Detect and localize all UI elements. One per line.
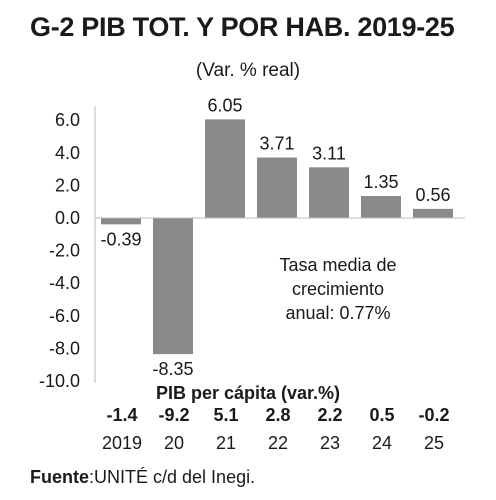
year-label: 22 — [267, 433, 289, 453]
per-capita-value: 2.2 — [317, 405, 343, 425]
y-tick-label: 6.0 — [55, 110, 80, 130]
per-capita-value: 0.5 — [369, 405, 395, 425]
data-label: 3.11 — [312, 143, 346, 163]
source-note: Fuente:UNITÉ c/d del Inegi. — [30, 467, 255, 488]
per-capita-value: -1.4 — [106, 405, 138, 425]
data-label: -8.35 — [152, 359, 193, 379]
bar-22 — [257, 157, 297, 218]
note-line-3: anual: 0.77% — [285, 303, 391, 323]
per-capita-title: PIB per cápita (var.%) — [155, 383, 341, 403]
data-label: 1.35 — [363, 172, 398, 192]
bar-24 — [361, 195, 401, 218]
bar-20 — [153, 218, 193, 355]
source-text: :UNITÉ c/d del Inegi. — [89, 467, 256, 487]
source-label: Fuente — [30, 467, 90, 487]
bar-21 — [205, 119, 245, 218]
data-label: -0.39 — [100, 229, 141, 249]
bar-23 — [309, 167, 349, 218]
note-line-2: crecimiento — [291, 279, 385, 299]
year-label: 2019 — [101, 433, 143, 453]
chart-subtitle: (Var. % real) — [195, 60, 301, 81]
y-tick-label: 4.0 — [55, 143, 80, 163]
bar-chart: 6.0 4.0 2.0 0.0 -2.0 -4.0 -6.0 -8.0 -10.0 -0.39 -… — [39, 95, 465, 391]
per-capita-value: 2.8 — [265, 405, 291, 425]
year-label: 24 — [371, 433, 393, 453]
per-capita-value: 5.1 — [213, 405, 239, 425]
per-capita-value: -0.2 — [418, 405, 450, 425]
year-label: 21 — [215, 433, 237, 453]
y-tick-label: -8.0 — [49, 338, 80, 358]
y-tick-label: 0.0 — [55, 208, 80, 228]
year-label: 23 — [319, 433, 341, 453]
data-label: 3.71 — [259, 134, 294, 154]
y-tick-label: -4.0 — [49, 273, 80, 293]
chart-title: G-2 PIB TOT. Y POR HAB. 2019-25 — [30, 12, 455, 42]
bar-2019 — [101, 218, 141, 225]
per-capita-value: -9.2 — [158, 405, 190, 425]
y-tick-label: -10.0 — [39, 371, 80, 391]
note-line-1: Tasa media de — [279, 255, 397, 275]
average-growth-note: Tasa media de crecimiento anual: 0.77% — [258, 253, 418, 325]
y-tick-label: -2.0 — [49, 241, 80, 261]
data-label: 6.05 — [207, 95, 242, 115]
year-label: 20 — [163, 433, 185, 453]
y-tick-label: -6.0 — [49, 306, 80, 326]
y-tick-label: 2.0 — [55, 175, 80, 195]
bar-25 — [413, 208, 453, 218]
data-label: 0.56 — [415, 185, 450, 205]
year-label: 25 — [423, 433, 445, 453]
